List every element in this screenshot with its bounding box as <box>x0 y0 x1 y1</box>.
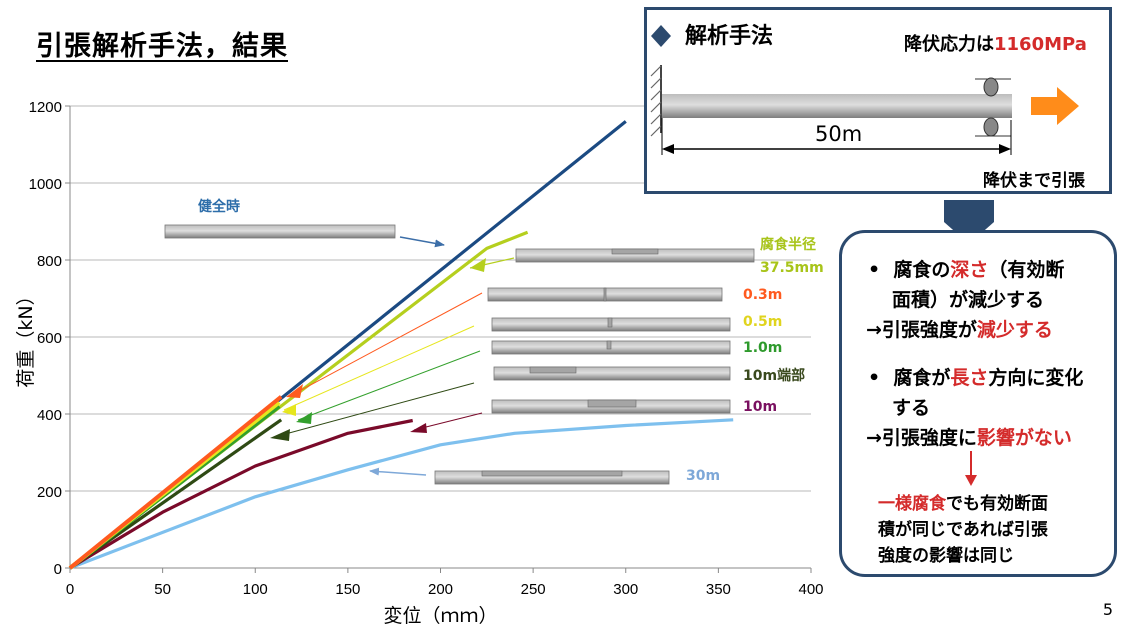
corrosion-notch <box>587 399 637 408</box>
rod-bar <box>662 94 1012 118</box>
pointer-head <box>282 404 296 416</box>
corrosion-notch <box>607 317 613 328</box>
series-label: 1.0m <box>743 340 782 356</box>
y-tick-label: 1200 <box>29 99 62 116</box>
analysis-method-box: 解析手法 降伏応力は1160MPa 50m 降伏まで引張 <box>644 7 1112 194</box>
bullet-2-a: 腐食が <box>893 367 951 389</box>
x-tick-label: 250 <box>521 581 546 598</box>
bullet-1-c: （有効断 <box>988 259 1065 281</box>
series-label: 10m <box>743 399 777 415</box>
pull-arrow-icon <box>1031 87 1079 125</box>
red-down-arrow-icon <box>965 451 977 486</box>
series-label: 30m <box>686 468 720 484</box>
yield-stress-label: 降伏応力は <box>904 34 994 55</box>
method-diagram <box>650 25 1079 155</box>
series-label: 0.3m <box>743 287 782 303</box>
corrosion-notch <box>606 340 612 350</box>
yield-stress-value: 1160MPa <box>994 34 1087 55</box>
y-tick-label: 400 <box>37 407 62 424</box>
pointer-line <box>369 467 427 476</box>
roller-bottom <box>983 117 999 137</box>
slide-title: 引張解析手法，結果 <box>36 31 288 62</box>
x-tick-label: 0 <box>66 581 74 598</box>
corrosion-notch <box>481 470 623 477</box>
y-tick-label: 800 <box>37 253 62 270</box>
corrosion-notch <box>611 248 659 255</box>
x-tick-label: 300 <box>613 581 638 598</box>
x-tick-label: 400 <box>798 581 823 598</box>
result-1: →引張強度が減少する <box>866 315 1053 345</box>
x-tick-label: 150 <box>335 581 360 598</box>
pointer-line <box>277 382 475 437</box>
specimen-bar <box>493 366 731 381</box>
yield-stress-text: 降伏応力は1160MPa <box>904 30 1087 56</box>
pull-label: 降伏まで引張 <box>983 171 1085 191</box>
bullet-1-b: 深さ <box>950 259 989 281</box>
wall-hatch <box>650 65 662 137</box>
bullet-1-line-2: 面積）が減少する <box>892 289 1045 311</box>
x-tick-label: 100 <box>243 581 268 598</box>
corrosion-notch <box>529 366 577 374</box>
result-2-b: 影響がない <box>976 427 1072 449</box>
corrosion-notch <box>603 287 607 302</box>
y-tick-label: 0 <box>54 561 62 578</box>
note-b: でも有効断面 <box>946 494 1048 514</box>
pointer-head <box>296 412 312 424</box>
x-tick-label: 350 <box>706 581 731 598</box>
y-tick-label: 600 <box>37 330 62 347</box>
result-1-b: 減少する <box>976 319 1053 341</box>
pointer-line <box>399 236 445 248</box>
conclusion-box: • 腐食の深さ（有効断 面積）が減少する →引張強度が減少する • 腐食が長さ方… <box>839 230 1117 577</box>
note-line-1: 一様腐食でも有効断面 <box>878 491 1048 517</box>
pointer-line <box>297 350 481 421</box>
bullet-2-line-2: する <box>892 397 931 419</box>
y-tick-label: 1000 <box>29 176 62 193</box>
series-line <box>69 230 529 570</box>
roller-top <box>983 77 999 97</box>
series-label: 37.5mm <box>760 260 824 276</box>
result-1-a: →引張強度が <box>866 319 977 341</box>
series-label: 0.5m <box>743 314 782 330</box>
pointer-head <box>286 384 303 398</box>
series-line <box>69 418 734 570</box>
length-label: 50m <box>815 122 863 146</box>
pointer-head <box>410 423 427 433</box>
bullet-2-b: 長さ <box>950 367 989 389</box>
pointer-line <box>283 325 475 411</box>
result-2-a: →引張強度に <box>866 427 977 449</box>
series-line <box>68 395 283 570</box>
bullet-1-a: 腐食の <box>893 259 951 281</box>
pointer-line <box>289 292 483 397</box>
pointer-head <box>270 429 290 441</box>
y-axis-label: 荷重（kN） <box>15 286 37 387</box>
bullet-1-line-1: • 腐食の深さ（有効断 <box>868 259 1065 281</box>
x-tick-label: 50 <box>154 581 171 598</box>
x-tick-label: 200 <box>428 581 453 598</box>
page-number: 5 <box>1102 600 1113 619</box>
note-a: 一様腐食 <box>878 494 946 514</box>
result-2: →引張強度に影響がない <box>866 423 1072 453</box>
pointer-head <box>470 258 486 272</box>
note-line-3: 強度の影響は同じ <box>878 546 1014 566</box>
series-line <box>69 418 414 570</box>
x-axis-label: 変位（ｍｍ） <box>383 605 497 627</box>
note-line-2: 積が同じであれば引張 <box>878 520 1048 540</box>
series-label: 健全時 <box>198 198 240 215</box>
diamond-bullet-icon <box>651 25 671 47</box>
series-label: 腐食半径 <box>760 236 816 253</box>
specimen-bar <box>164 224 396 239</box>
bullet-2-line-1: • 腐食が長さ方向に変化 <box>868 367 1084 389</box>
bullet-2-c: 方向に変化 <box>988 367 1084 389</box>
y-tick-label: 200 <box>37 484 62 501</box>
method-heading: 解析手法 <box>685 24 774 49</box>
series-label: 10m端部 <box>743 367 805 384</box>
